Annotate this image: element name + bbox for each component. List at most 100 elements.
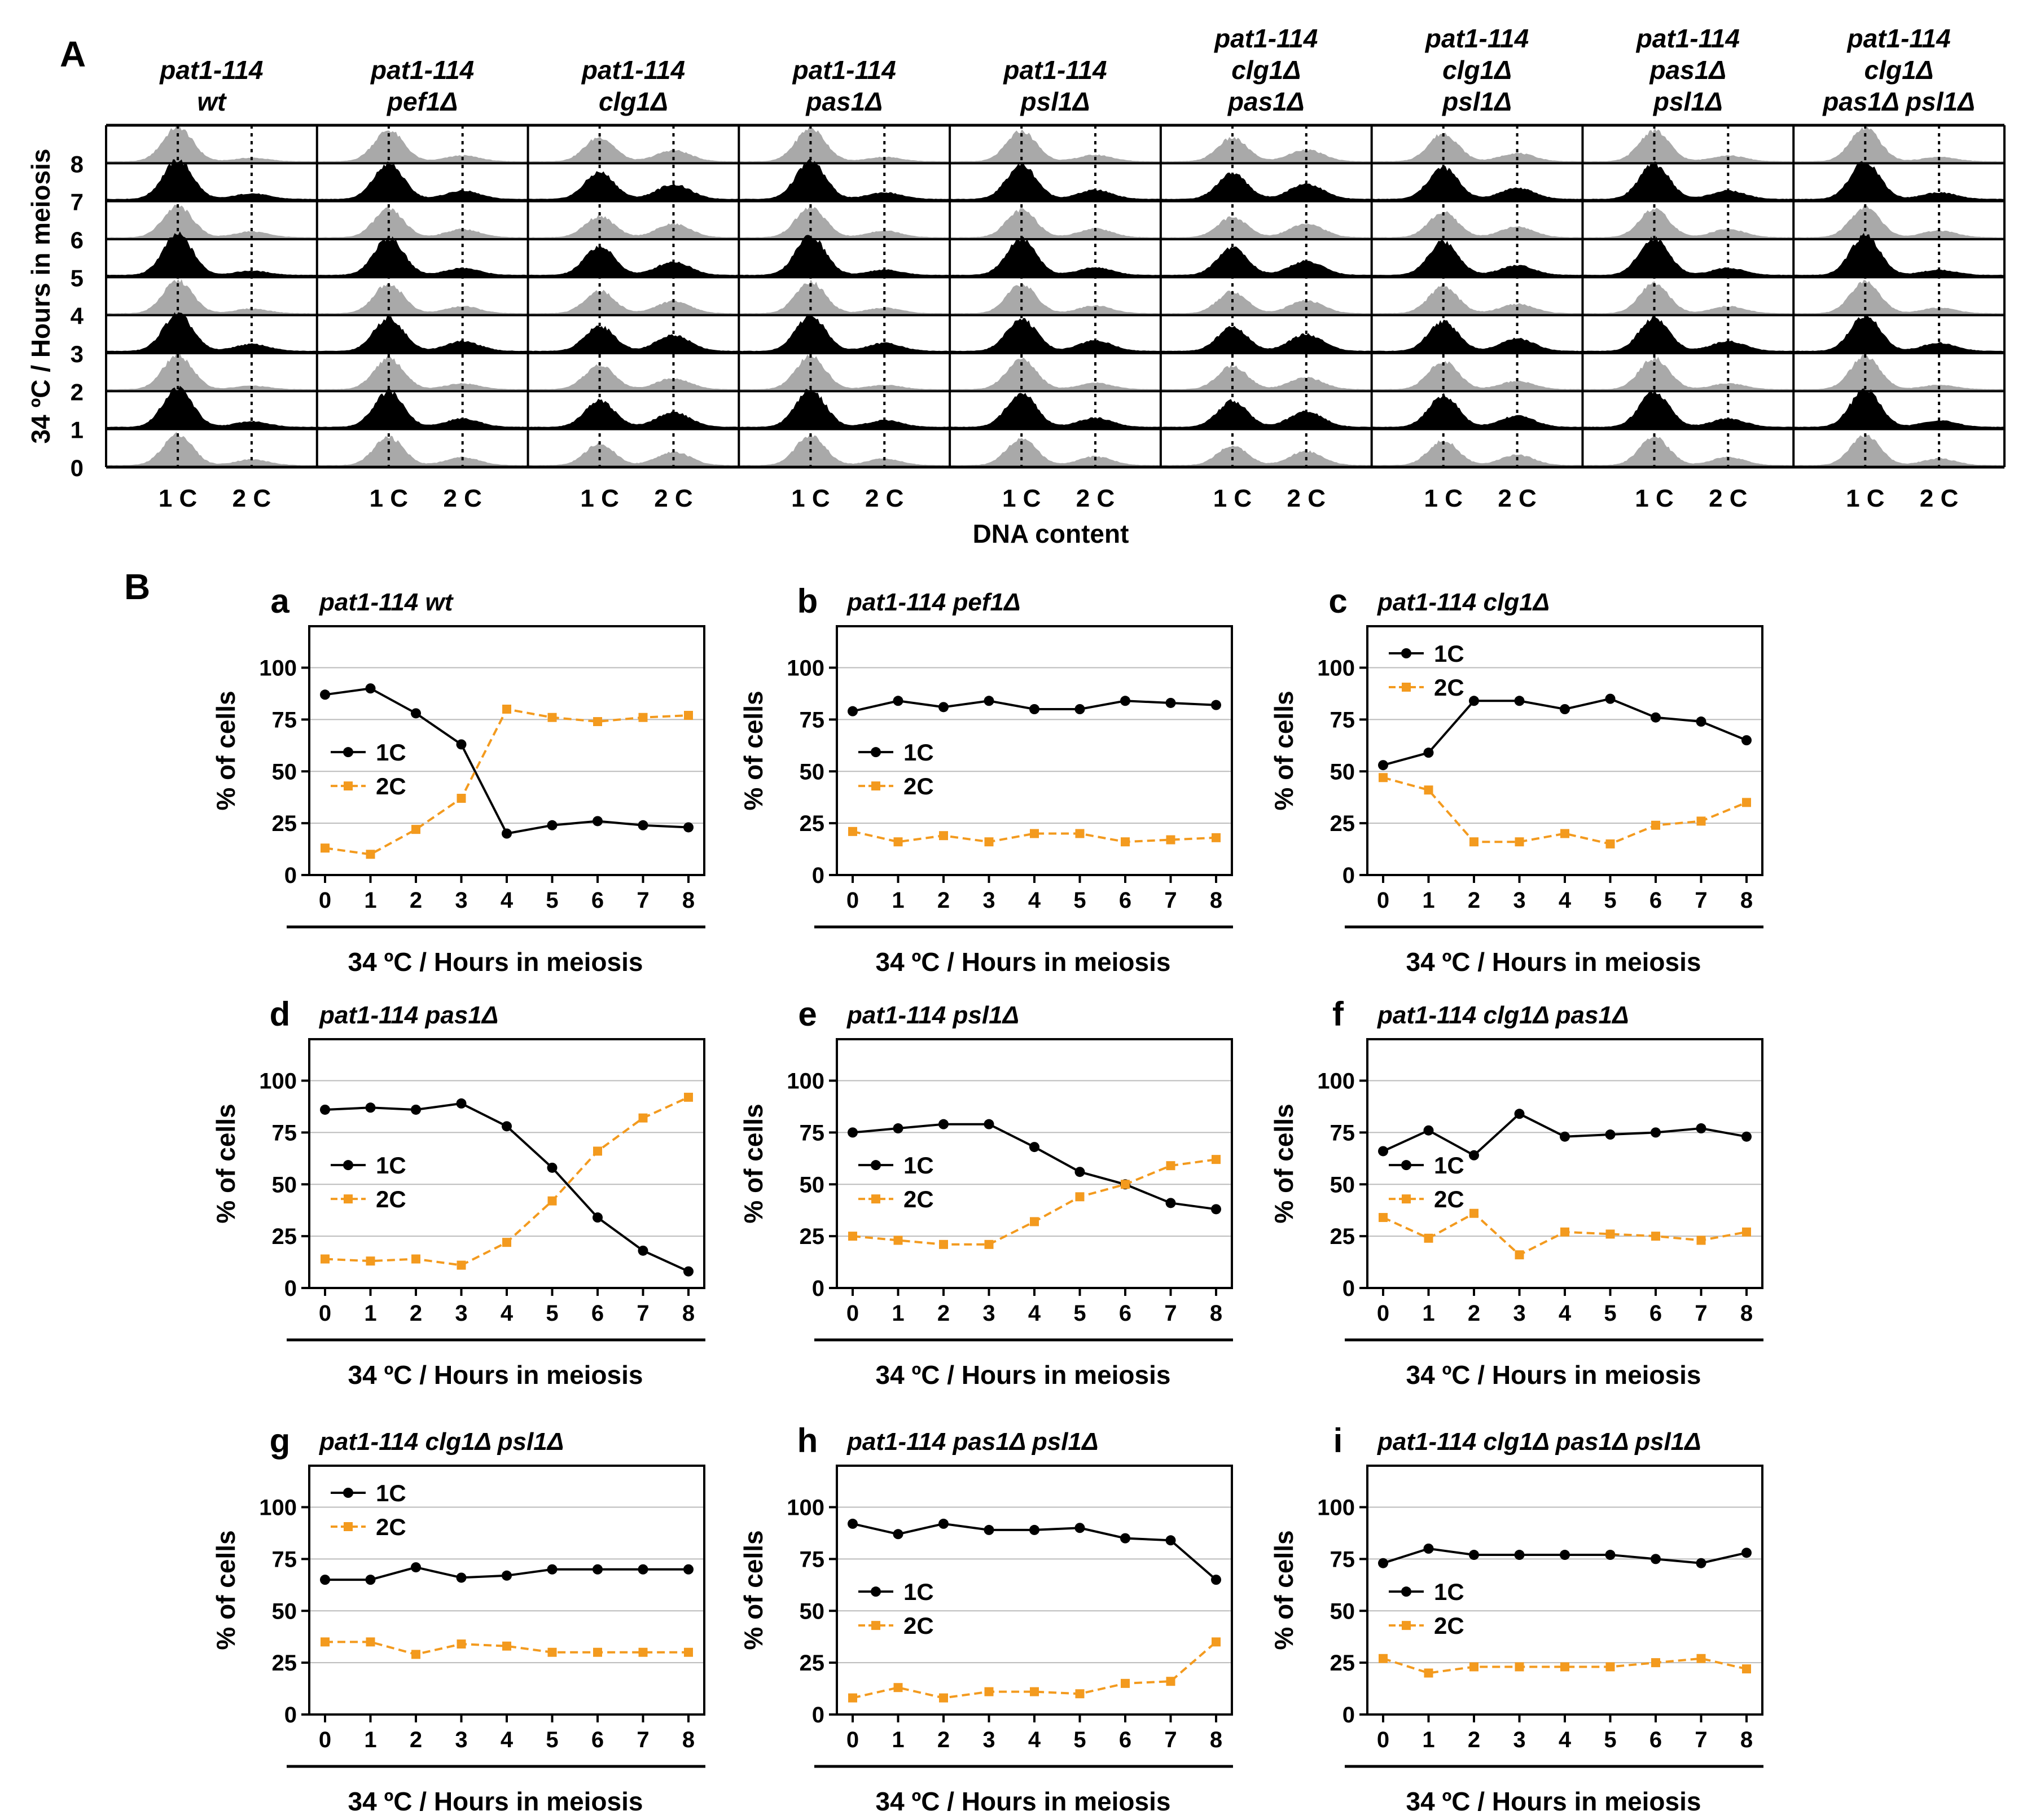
strain-header-line: pat1-114 <box>1213 24 1318 53</box>
panel-a-x-axis-label: DNA content <box>973 519 1129 548</box>
x-tick-label: 7 <box>1695 1727 1707 1752</box>
data-point-2C <box>1379 1654 1388 1663</box>
y-tick-label: 25 <box>272 1651 297 1676</box>
tick-2c: 2 C <box>443 485 481 512</box>
x-tick-label: 1 <box>1422 1301 1434 1326</box>
histogram-black <box>739 388 950 429</box>
histogram-grey <box>317 130 528 164</box>
data-point-1C <box>938 1518 949 1529</box>
data-point-2C <box>684 1092 693 1102</box>
data-point-1C <box>1560 704 1570 714</box>
data-point-1C <box>502 828 512 839</box>
tick-2c: 2 C <box>1709 485 1747 512</box>
histogram-black <box>1793 388 2004 429</box>
data-point-2C <box>502 705 511 714</box>
histogram-black <box>317 161 528 201</box>
histogram-black <box>317 389 528 429</box>
legend-marker <box>871 1194 880 1204</box>
x-tick-label: 8 <box>1210 888 1222 913</box>
histogram-grey <box>1160 445 1372 467</box>
x-tick-label: 2 <box>1468 1301 1480 1326</box>
y-tick-label: 25 <box>272 811 297 836</box>
x-tick-label: 0 <box>319 888 331 913</box>
data-point-1C <box>1741 1131 1752 1142</box>
x-tick-label: 8 <box>1210 1727 1222 1752</box>
data-point-1C <box>984 696 994 706</box>
histogram-black <box>1793 161 2004 201</box>
x-tick-label: 3 <box>982 1727 995 1752</box>
data-point-1C <box>547 820 558 830</box>
x-tick-label: 1 <box>892 888 904 913</box>
x-tick-label: 6 <box>1119 1727 1131 1752</box>
x-axis-label: 34 ºC / Hours in meiosis <box>348 1360 643 1390</box>
tick-1c: 1 C <box>1213 485 1252 512</box>
strain-header-line: psl1Δ <box>1652 87 1723 116</box>
x-tick-label: 4 <box>1559 888 1572 913</box>
data-point-2C <box>1742 798 1751 807</box>
legend-marker <box>871 1160 881 1171</box>
chart-h: h pat1-114 pas1Δ psl1Δ 0 25 50 75 100 0 1 2 3 4 5 6 7 8… <box>739 1422 1233 1816</box>
histogram-black <box>1160 399 1372 429</box>
data-point-1C <box>1469 1150 1479 1160</box>
data-point-1C <box>456 739 467 750</box>
histogram-grey <box>1793 205 2004 239</box>
data-point-2C <box>366 1256 375 1266</box>
x-axis-label: 34 ºC / Hours in meiosis <box>876 1787 1171 1816</box>
y-tick-label: 0 <box>812 863 824 888</box>
data-point-2C <box>984 1239 994 1249</box>
histogram-black <box>1582 389 1794 429</box>
data-point-1C <box>1741 735 1752 746</box>
x-tick-label: 8 <box>1740 1301 1753 1326</box>
row-label: 8 <box>71 151 84 177</box>
chart-letter: h <box>797 1422 818 1459</box>
data-point-2C <box>1212 1155 1221 1164</box>
x-axis-label: 34 ºC / Hours in meiosis <box>1406 1787 1701 1816</box>
y-tick-label: 75 <box>1330 707 1355 732</box>
row-label: 7 <box>71 189 84 216</box>
x-tick-label: 7 <box>637 888 649 913</box>
y-tick-label: 0 <box>284 1276 297 1301</box>
data-point-1C <box>1696 1558 1706 1568</box>
data-point-2C <box>684 711 693 720</box>
data-point-2C <box>1651 820 1660 830</box>
data-point-2C <box>1121 837 1130 847</box>
legend-marker <box>343 1488 353 1498</box>
data-point-1C <box>365 1575 376 1585</box>
data-point-1C <box>593 816 603 827</box>
y-tick-label: 50 <box>800 759 825 784</box>
y-tick-label: 0 <box>812 1276 824 1301</box>
y-tick-label: 25 <box>800 811 825 836</box>
data-point-2C <box>984 1687 994 1696</box>
data-point-1C <box>547 1162 558 1173</box>
x-tick-label: 5 <box>546 1301 558 1326</box>
data-point-2C <box>547 713 557 722</box>
chart-title: pat1-114 pas1Δ <box>319 1001 498 1029</box>
histogram-grey <box>950 129 1161 164</box>
y-tick-label: 75 <box>1330 1120 1355 1145</box>
x-tick-label: 0 <box>846 1727 859 1752</box>
tick-1c: 1 C <box>1846 485 1884 512</box>
histogram-grey <box>1793 433 2004 467</box>
panel-b-label: B <box>124 566 150 607</box>
data-point-2C <box>1696 1236 1706 1245</box>
chart-a: a pat1-114 wt 0 25 50 75 100 0 1 2 3 4 5 6 7 8 34 ºC / H… <box>211 582 705 977</box>
data-point-2C <box>366 1637 375 1647</box>
data-point-2C <box>1075 1192 1085 1202</box>
histogram-black <box>739 159 950 201</box>
histogram-grey <box>106 125 317 164</box>
data-point-2C <box>684 1647 693 1657</box>
x-tick-label: 5 <box>1604 1301 1616 1326</box>
histogram-grey <box>1160 364 1372 392</box>
y-tick-label: 100 <box>1317 656 1355 681</box>
histogram-black <box>1582 315 1794 353</box>
chart-title: pat1-114 clg1Δ pas1Δ <box>1377 1001 1629 1029</box>
data-point-1C <box>848 1127 858 1138</box>
y-tick-label: 0 <box>1342 1276 1355 1301</box>
histogram-grey <box>528 442 739 467</box>
x-tick-label: 2 <box>410 1301 422 1326</box>
x-tick-label: 2 <box>410 1727 422 1752</box>
legend-marker <box>871 1621 880 1630</box>
chart-letter: e <box>798 995 817 1033</box>
data-point-2C <box>1424 1668 1433 1678</box>
data-point-1C <box>456 1572 467 1583</box>
